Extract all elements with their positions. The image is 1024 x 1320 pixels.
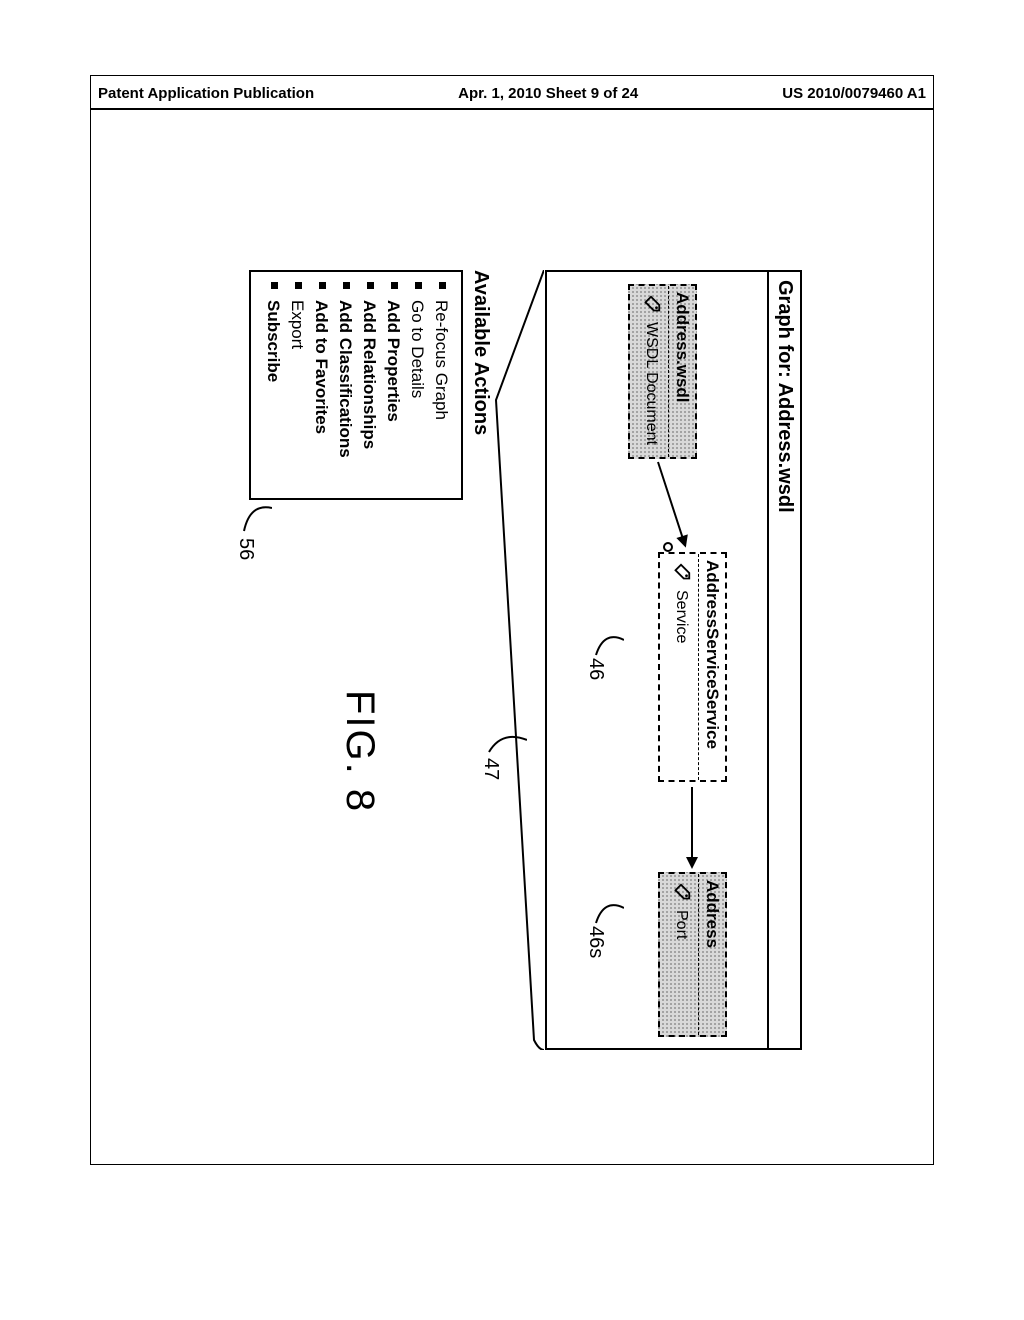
ref-46: 46 [584, 658, 607, 680]
action-label: Add to Favorites [312, 300, 331, 434]
node-handle-icon [663, 542, 673, 552]
node-address-port[interactable]: Address Port [658, 872, 727, 1037]
ref-leader [242, 503, 272, 538]
node-subtype-label: Service [672, 590, 690, 643]
action-label: Export [288, 300, 307, 349]
action-label: Go to Details [408, 300, 427, 398]
torn-edge [494, 270, 544, 1050]
action-item[interactable]: Add to Favorites [309, 282, 333, 488]
edge-arrow [657, 462, 686, 546]
action-label: Re-focus Graph [432, 300, 451, 420]
header-rule [90, 108, 934, 110]
node-title: Address [698, 874, 725, 1035]
graph-body: Address.wsdl WSDL Document AddressServic… [547, 272, 767, 1048]
available-actions: Available Actions Re-focus Graph Go to D… [249, 270, 492, 500]
actions-title: Available Actions [469, 270, 492, 500]
ref-56: 56 [234, 538, 257, 560]
action-label: Add Properties [384, 300, 403, 422]
node-address-service[interactable]: AddressServiceService Service [658, 552, 727, 782]
action-item[interactable]: Add Relationships [357, 282, 381, 488]
node-title: AddressServiceService [698, 554, 725, 780]
patent-header: Patent Application Publication Apr. 1, 2… [90, 85, 934, 102]
header-right: US 2010/0079460 A1 [782, 85, 926, 102]
action-item[interactable]: Re-focus Graph [429, 282, 453, 488]
ref-46s: 46s [584, 926, 607, 958]
node-subtype: Service [660, 554, 698, 780]
action-item[interactable]: Export [285, 282, 309, 488]
node-subtype: Port [660, 874, 698, 1035]
action-item[interactable]: Subscribe [261, 282, 285, 488]
action-label: Add Relationships [360, 300, 379, 449]
actions-list: Re-focus Graph Go to Details Add Propert… [261, 282, 453, 488]
node-title: Address.wsdl [668, 286, 695, 457]
action-label: Subscribe [264, 300, 283, 382]
action-label: Add Classifications [336, 300, 355, 458]
action-item[interactable]: Add Properties [381, 282, 405, 488]
action-item[interactable]: Go to Details [405, 282, 429, 488]
figure-label: FIG. 8 [337, 690, 382, 813]
header-left: Patent Application Publication [98, 85, 314, 102]
node-subtype-label: Port [672, 910, 690, 939]
tag-icon [670, 562, 692, 584]
figure-8: Graph for: Address.wsdl Address.wsdl WSD… [162, 210, 862, 1110]
node-address-wsdl[interactable]: Address.wsdl WSDL Document [628, 284, 697, 459]
tag-icon [670, 882, 692, 904]
ref-47: 47 [479, 758, 502, 780]
actions-box: Re-focus Graph Go to Details Add Propert… [249, 270, 463, 500]
node-subtype-label: WSDL Document [642, 322, 660, 445]
ref-leader [487, 730, 527, 760]
node-subtype: WSDL Document [630, 286, 668, 457]
graph-title: Graph for: Address.wsdl [767, 272, 800, 1048]
header-center: Apr. 1, 2010 Sheet 9 of 24 [458, 85, 638, 102]
edge-arrow [691, 787, 693, 867]
tag-icon [640, 294, 662, 316]
action-item[interactable]: Add Classifications [333, 282, 357, 488]
